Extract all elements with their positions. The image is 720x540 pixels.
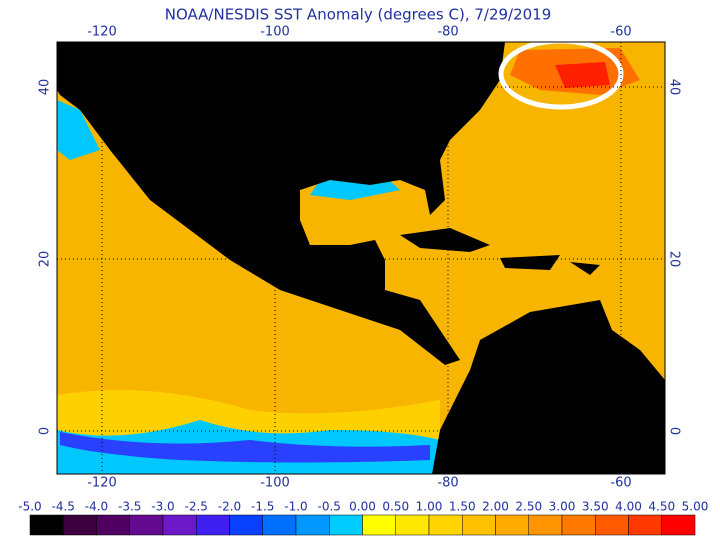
colorbar-label: 2.00: [482, 500, 509, 514]
cool-anomaly: [57, 100, 100, 160]
colorbar-label: 3.00: [549, 500, 576, 514]
colorbar-label: 1.00: [416, 500, 443, 514]
colorbar-swatch: [295, 514, 330, 536]
lon-label-top: -100: [260, 25, 290, 40]
colorbar-swatch: [96, 514, 130, 536]
land: [400, 228, 600, 275]
colorbar-label: 1.50: [449, 500, 476, 514]
colorbar-swatch: [395, 514, 430, 536]
colorbar-label: -5.0: [18, 500, 41, 514]
colorbar-label: -1.0: [284, 500, 307, 514]
lon-label-bottom: -120: [87, 476, 117, 491]
colorbar-label: -2.5: [185, 500, 208, 514]
land: [57, 42, 505, 365]
lat-label-left: 0: [38, 427, 53, 435]
colorbar-swatch: [29, 514, 64, 536]
lon-label-top: -120: [87, 25, 117, 40]
colorbar-label: 4.00: [615, 500, 642, 514]
colorbar-label: -4.0: [85, 500, 108, 514]
lat-label-right: 40: [667, 79, 682, 96]
colorbar-swatch: [229, 514, 263, 536]
colorbar-label: 4.50: [648, 500, 675, 514]
frame: [56, 41, 666, 475]
colorbar-swatch: [63, 514, 97, 536]
colorbar-label: -4.5: [52, 500, 75, 514]
title: NOAA/NESDIS SST Anomaly (degrees C), 7/2…: [165, 6, 552, 24]
colorbar-label: 3.50: [582, 500, 609, 514]
colorbar-label: 0.00: [349, 500, 376, 514]
lon-label-top: -60: [610, 25, 631, 40]
colorbar-label: 5.00: [682, 500, 709, 514]
colorbar-label: -0.5: [318, 500, 341, 514]
colorbar-swatch: [262, 514, 297, 536]
colorbar-swatch: [528, 514, 563, 536]
colorbar-swatch: [162, 514, 197, 536]
colorbar-swatch: [595, 514, 629, 536]
colorbar-swatch: [628, 514, 662, 536]
colorbar-label: 2.50: [515, 500, 542, 514]
colorbar-label: -1.5: [251, 500, 274, 514]
colorbar-swatch: [129, 514, 164, 536]
colorbar-swatch: [362, 514, 396, 536]
lon-label-bottom: -80: [437, 476, 458, 491]
lat-label-right: 20: [667, 251, 682, 268]
lat-label-right: 0: [667, 427, 682, 435]
colorbar-label: -2.0: [218, 500, 241, 514]
colorbar-label: 0.50: [382, 500, 409, 514]
colorbar-swatch: [196, 514, 230, 536]
hot-anomaly: [555, 62, 610, 88]
land: [432, 300, 665, 474]
colorbar-swatch: [428, 514, 463, 536]
lon-label-bottom: -100: [260, 476, 290, 491]
colorbar-swatch: [495, 514, 529, 536]
colorbar-swatch: [661, 514, 696, 536]
colorbar-label: -3.0: [151, 500, 174, 514]
colorbar-swatch: [561, 514, 596, 536]
lat-label-left: 20: [38, 251, 53, 268]
colorbar-swatch: [329, 514, 363, 536]
cold-anomaly: [60, 432, 430, 463]
lon-label-top: -80: [437, 25, 458, 40]
lat-label-left: 40: [38, 79, 53, 96]
map: [56, 38, 666, 475]
colorbar-swatch: [462, 514, 496, 536]
colorbar-label: -3.5: [118, 500, 141, 514]
lon-label-bottom: -60: [610, 476, 631, 491]
